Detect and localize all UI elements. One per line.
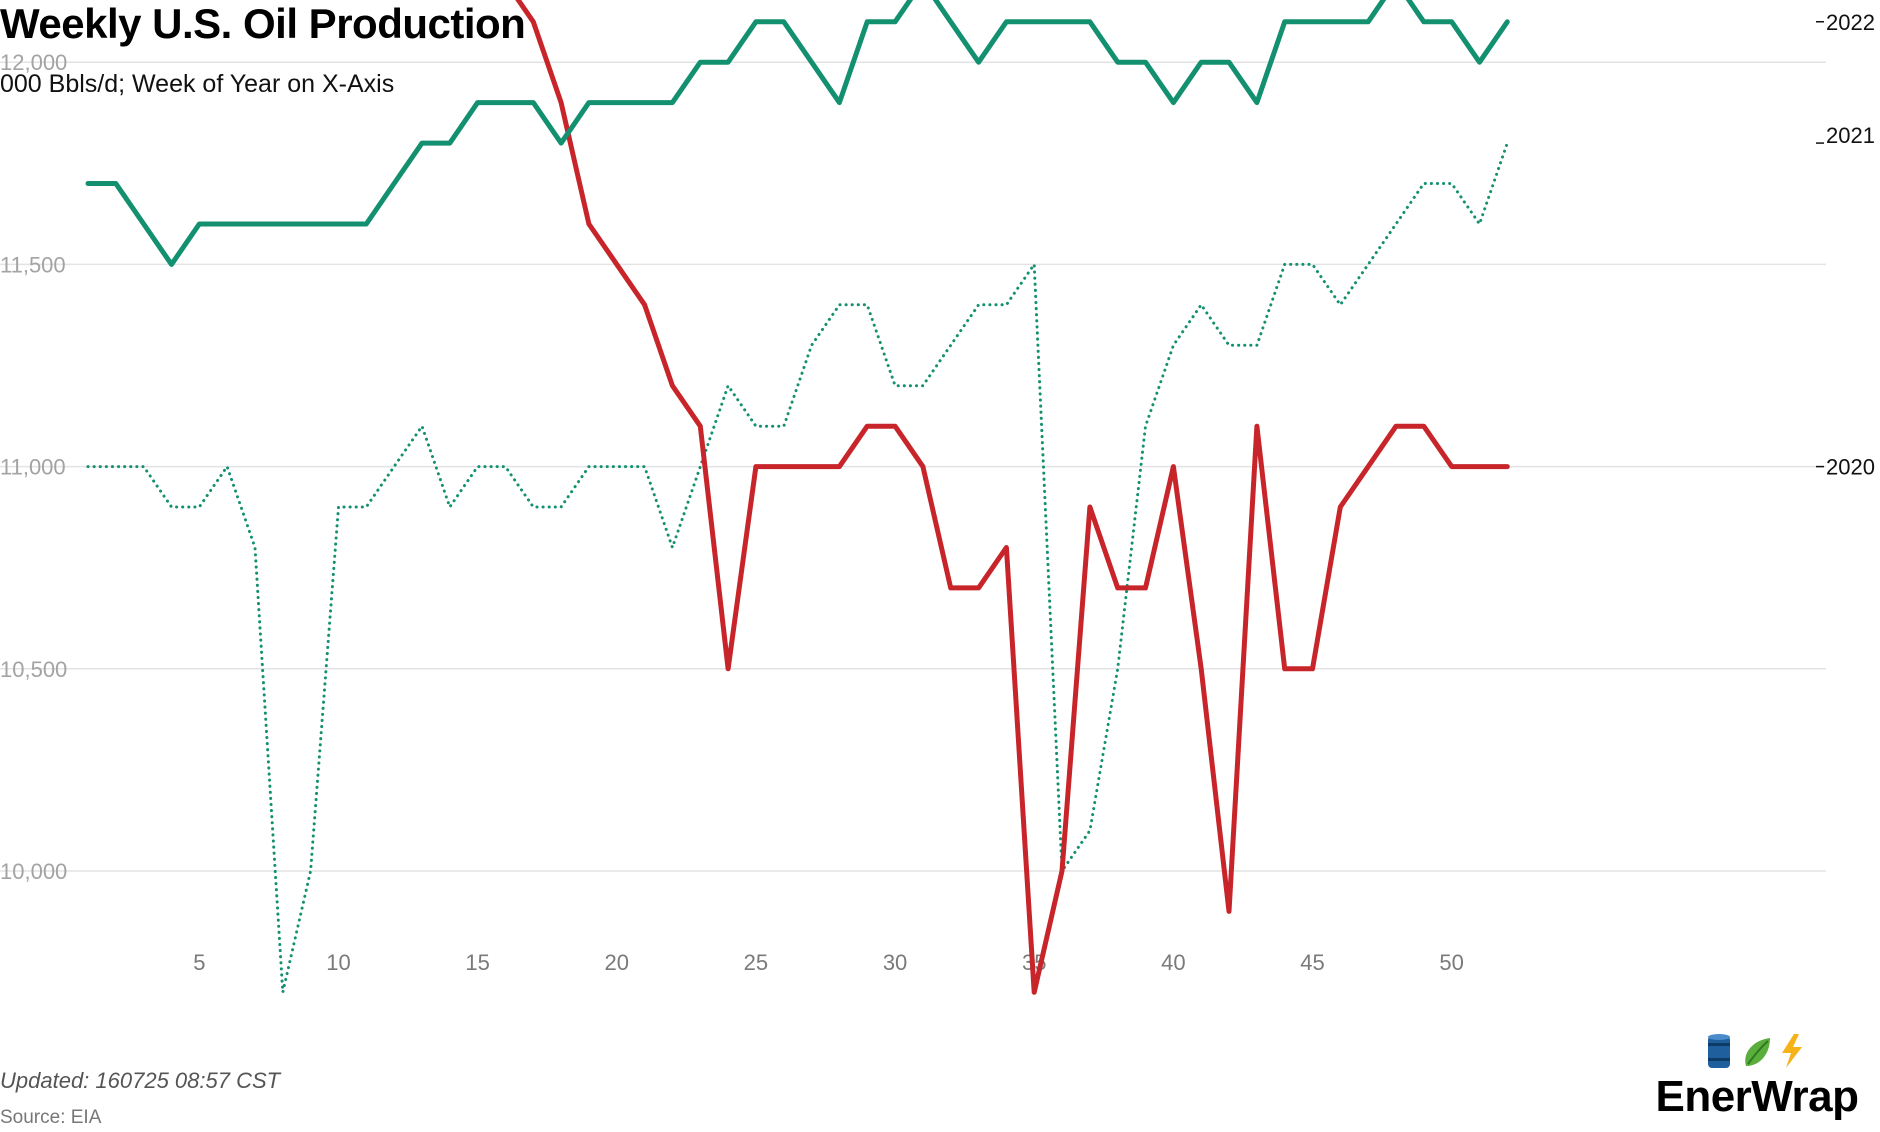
end-label-2022: 2022 bbox=[1826, 10, 1875, 35]
chart-title: Weekly U.S. Oil Production bbox=[0, 0, 526, 47]
series-lines bbox=[85, 0, 1510, 995]
x-tick-label: 50 bbox=[1439, 950, 1463, 975]
line-2020 bbox=[515, 0, 1510, 995]
y-tick-label: 11,000 bbox=[0, 455, 66, 480]
brand-icons bbox=[1642, 1030, 1872, 1072]
series-2021 bbox=[86, 141, 1509, 994]
x-tick-label: 25 bbox=[744, 950, 768, 975]
line-2022 bbox=[85, 0, 1510, 267]
x-tick-label: 15 bbox=[465, 950, 489, 975]
oil-barrel-icon bbox=[1708, 1034, 1730, 1068]
oil-production-chart: 10,00010,50011,00011,50012,00012,50013,0… bbox=[0, 0, 1875, 995]
y-tick-label: 10,000 bbox=[0, 859, 67, 884]
line-2021 bbox=[86, 141, 1509, 994]
end-label-2020: 2020 bbox=[1826, 455, 1875, 480]
updated-timestamp: Updated: 160725 08:57 CST bbox=[0, 1068, 281, 1093]
grid-lines bbox=[0, 61, 1826, 872]
x-tick-label: 30 bbox=[883, 950, 907, 975]
brand-logo: EnerWrap bbox=[1642, 1030, 1872, 1122]
x-tick-label: 10 bbox=[326, 950, 350, 975]
x-axis: 5 10 15 20 25 30 35 40 45 50 bbox=[193, 950, 1464, 975]
source-note: Source: EIA bbox=[0, 1107, 102, 1128]
lightning-icon bbox=[1782, 1034, 1802, 1068]
chart-subtitle: 000 Bbls/d; Week of Year on X-Axis bbox=[0, 70, 395, 98]
series-2020 bbox=[515, 0, 1510, 995]
x-tick-label: 5 bbox=[193, 950, 205, 975]
brand-icons-svg bbox=[1708, 1034, 1802, 1068]
y-tick-label: 10,500 bbox=[0, 657, 67, 682]
y-tick-label: 12,000 bbox=[0, 50, 67, 75]
end-labels: 202420252023202220212020 bbox=[1816, 10, 1875, 480]
brand-name: EnerWrap bbox=[1655, 1072, 1859, 1121]
series-2022 bbox=[85, 0, 1510, 267]
end-label-2021: 2021 bbox=[1826, 123, 1875, 148]
leaf-icon bbox=[1745, 1038, 1770, 1066]
y-tick-label: 11,500 bbox=[0, 252, 66, 277]
x-tick-label: 45 bbox=[1300, 950, 1324, 975]
x-tick-label: 20 bbox=[605, 950, 629, 975]
x-tick-label: 40 bbox=[1161, 950, 1185, 975]
y-axis: 10,00010,50011,00011,50012,00012,50013,0… bbox=[0, 50, 67, 884]
